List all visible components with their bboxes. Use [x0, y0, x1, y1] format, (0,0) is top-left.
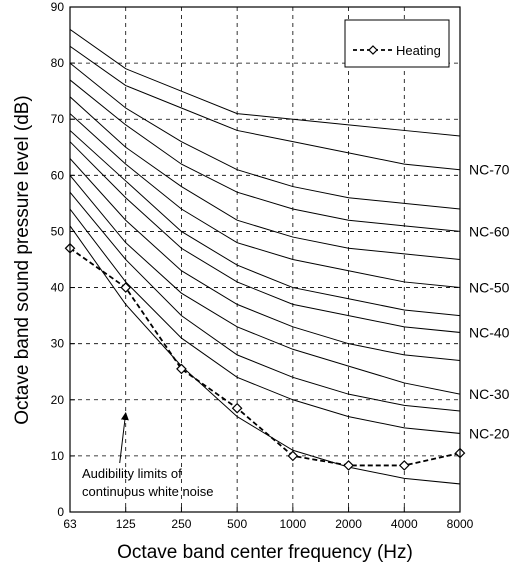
annotation-text-line-2: continuous white noise — [82, 484, 214, 499]
x-tick-label: 125 — [116, 517, 136, 531]
plot-frame — [69, 6, 461, 513]
nc-curve-label: NC-70 — [469, 162, 510, 178]
y-tick-label: 40 — [51, 281, 65, 295]
y-tick-label: 70 — [51, 112, 65, 126]
data-point — [398, 460, 410, 471]
nc-curve-2 — [70, 191, 460, 412]
legend-marker-heating — [368, 45, 378, 55]
nc-curve-8 — [70, 96, 460, 260]
data-point — [343, 460, 354, 471]
nc-curve-4 — [70, 158, 460, 361]
y-axis-title: Octave band sound pressure level (dB) — [12, 95, 33, 425]
legend-label-heating: Heating — [396, 43, 441, 58]
nc-curve-9 — [70, 79, 460, 232]
x-axis-title: Octave band center frequency (Hz) — [117, 542, 413, 563]
y-tick-label: 50 — [51, 224, 65, 238]
y-tick-label: 80 — [51, 56, 65, 70]
annotation: Audibility limits of continuous white no… — [82, 412, 214, 499]
nc-curve-3 — [70, 175, 460, 395]
nc-curve-label: NC-30 — [469, 386, 510, 402]
annotation-text-line-1: Audibility limits of — [82, 466, 182, 481]
nc-curve-label: NC-50 — [469, 280, 510, 296]
nc-curve-1 — [70, 208, 460, 434]
nc-curve-label: NC-20 — [469, 425, 510, 441]
nc-curve-10 — [70, 62, 460, 210]
axes — [69, 6, 461, 513]
x-tick-label: 500 — [227, 517, 247, 531]
nc-curves — [70, 29, 460, 485]
y-tick-label: 10 — [51, 449, 65, 463]
nc-curve-5 — [70, 141, 460, 333]
y-tick-label: 90 — [51, 0, 65, 14]
nc-curve-0 — [70, 225, 460, 485]
y-tick-label: 20 — [51, 393, 65, 407]
nc-curve-label: NC-60 — [469, 223, 510, 239]
x-tick-label: 1000 — [280, 517, 307, 531]
nc-curve-11 — [70, 45, 460, 171]
data-point — [287, 450, 299, 462]
y-tick-label: 0 — [57, 505, 64, 519]
data-point — [231, 402, 243, 414]
data-point — [176, 363, 187, 375]
x-tick-label: 250 — [171, 517, 191, 531]
nc-curve-7 — [70, 113, 460, 289]
data-point — [120, 282, 132, 293]
annotation-arrow — [119, 412, 129, 464]
nc-curve-label: NC-40 — [469, 324, 510, 340]
series-layer — [64, 242, 466, 471]
nc-curve-12 — [70, 29, 460, 137]
y-tick-label: 60 — [51, 168, 65, 182]
nc-curve-6 — [70, 130, 460, 317]
series-line-0 — [69, 247, 461, 467]
x-tick-label: 8000 — [447, 517, 474, 531]
x-tick-label: 2000 — [335, 517, 362, 531]
grid — [70, 7, 460, 512]
x-tick-label: 4000 — [391, 517, 418, 531]
y-tick-label: 30 — [51, 337, 65, 351]
labels: 0 10 20 30 40 50 60 70 80 90 63 125 250 500 1000 2000 40… — [51, 0, 510, 531]
legend: Heating — [344, 19, 450, 68]
legend-box — [344, 19, 450, 68]
x-tick-label: 63 — [63, 517, 77, 531]
